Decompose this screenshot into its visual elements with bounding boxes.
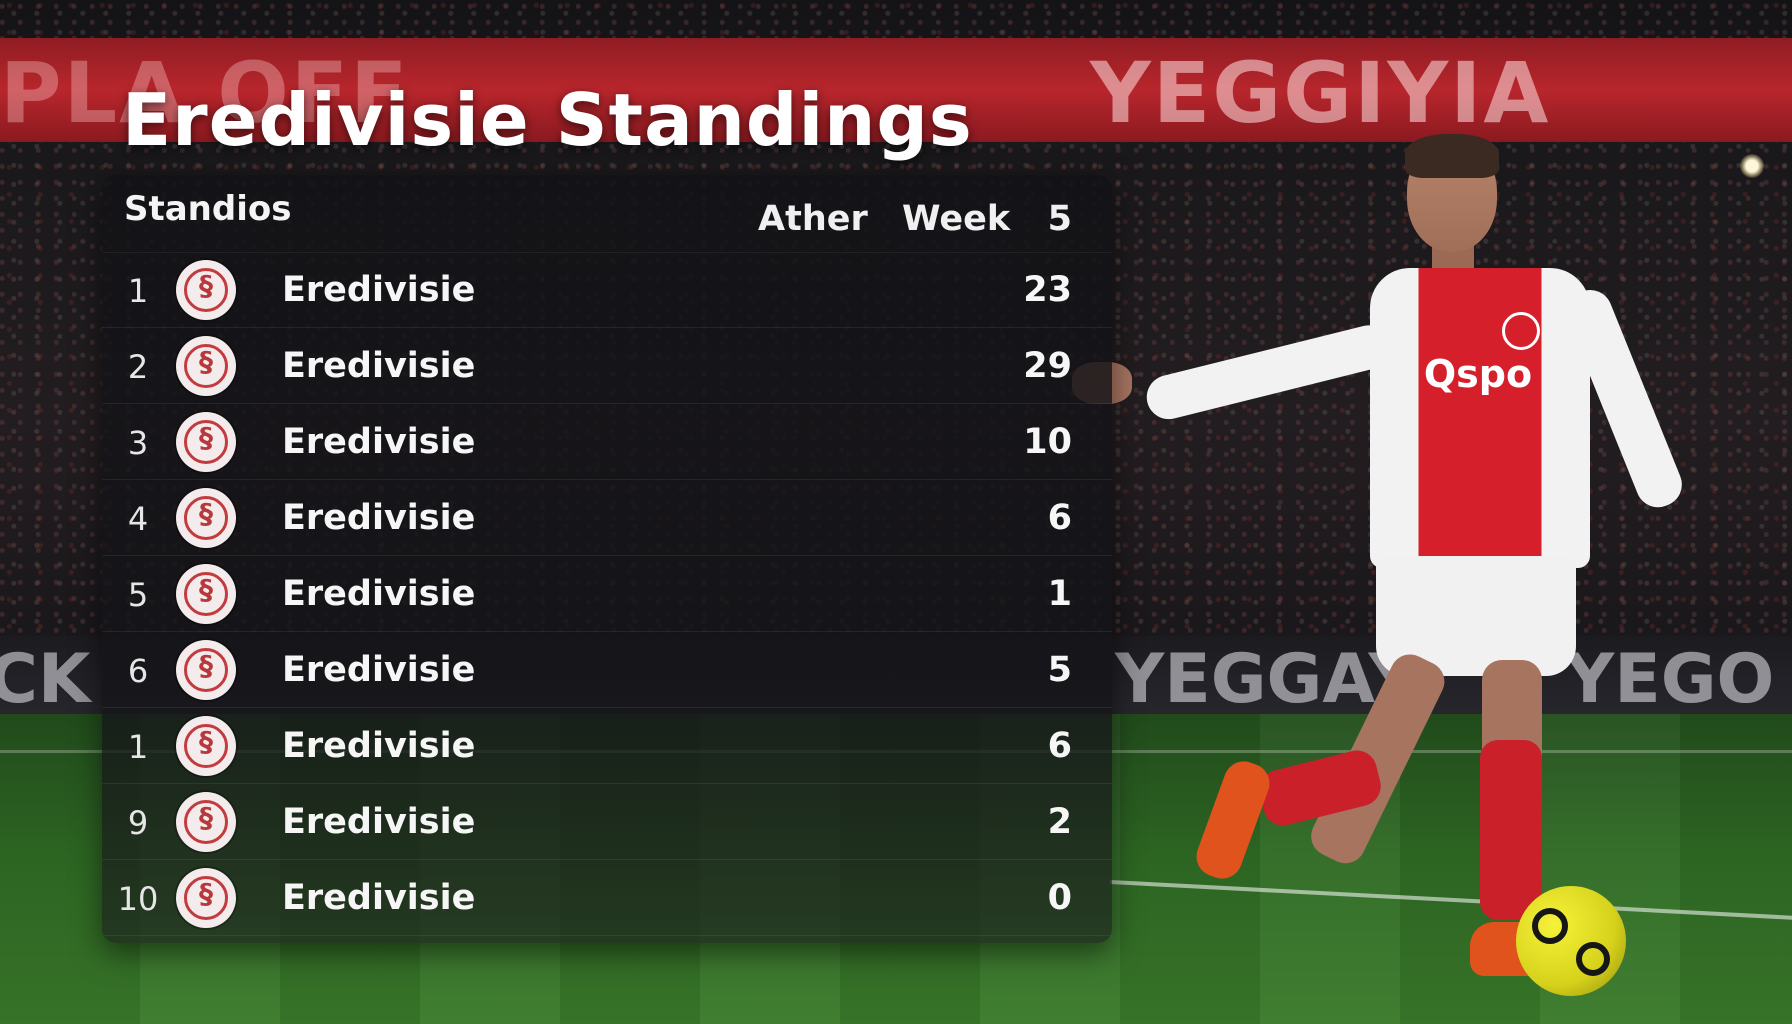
row-team-name: Eredivisie [282,726,476,766]
player-boot [1190,755,1276,885]
page-title: Eredivisie Standings [122,78,973,162]
floodlight [1740,154,1764,178]
row-position: 5 [127,576,149,614]
row-position: 6 [127,652,149,690]
row-points: 1 [1047,574,1072,614]
banner-text-left: PLA OFF [0,44,410,142]
row-team-name: Eredivisie [282,422,476,462]
row-position: 4 [127,500,149,538]
row-points: 29 [1023,346,1072,386]
row-points: 0 [1047,878,1072,918]
row-position: 1 [127,728,149,766]
table-row[interactable]: 4 Eredivisie 6 [102,480,1112,556]
standings-rows: 1 Eredivisie 23 2 Eredivisie 29 3 Erediv… [102,252,1112,936]
standings-heading: Standios [124,189,292,229]
table-row[interactable]: 1 Eredivisie 6 [102,708,1112,784]
team-crest-icon [176,868,236,928]
player-jersey [1370,268,1590,568]
column-header-week[interactable]: Week [902,199,1011,239]
row-team-name: Eredivisie [282,346,476,386]
standings-panel: Standios Ather Week 5 1 Eredivisie 23 2 … [102,175,1112,943]
row-team-name: Eredivisie [282,574,476,614]
row-position: 10 [117,880,159,918]
team-crest-icon [176,792,236,852]
column-header-other[interactable]: Ather [758,199,868,239]
board-text-left: CK [0,640,91,719]
row-points: 6 [1047,498,1072,538]
table-row[interactable]: 10 Eredivisie 0 [102,860,1112,936]
row-points: 10 [1023,422,1072,462]
player-sock [1480,740,1542,920]
row-team-name: Eredivisie [282,270,476,310]
team-crest-icon [176,564,236,624]
row-team-name: Eredivisie [282,802,476,842]
jersey-sponsor: Qspo [1423,352,1533,396]
standings-header: Standios Ather Week 5 [102,175,1112,253]
table-row[interactable]: 2 Eredivisie 29 [102,328,1112,404]
board-text-right: YEGO [1565,640,1775,719]
row-points: 2 [1047,802,1072,842]
row-points: 5 [1047,650,1072,690]
row-team-name: Eredivisie [282,878,476,918]
row-position: 1 [127,272,149,310]
team-crest-icon [176,336,236,396]
row-position: 3 [127,424,149,462]
team-crest-icon [176,412,236,472]
row-position: 2 [127,348,149,386]
football-player: Qspo [1072,120,1700,1020]
team-crest-icon [176,260,236,320]
table-row[interactable]: 5 Eredivisie 1 [102,556,1112,632]
team-crest-icon [176,488,236,548]
row-team-name: Eredivisie [282,498,476,538]
table-row[interactable]: 3 Eredivisie 10 [102,404,1112,480]
team-crest-icon [176,640,236,700]
row-points: 6 [1047,726,1072,766]
week-number: 5 [1047,199,1072,239]
banner-text-right: YEGGIYIA [1090,44,1551,142]
row-team-name: Eredivisie [282,650,476,690]
table-row[interactable]: 1 Eredivisie 23 [102,252,1112,328]
board-text-mid: YEGGAY [1115,640,1418,719]
player-arm [1142,320,1396,424]
top-advertising-banner: PLA OFF YEGGIYIA [0,38,1792,142]
row-points: 23 [1023,270,1072,310]
row-position: 9 [127,804,149,842]
table-row[interactable]: 6 Eredivisie 5 [102,632,1112,708]
table-row[interactable]: 9 Eredivisie 2 [102,784,1112,860]
jersey-crest-icon [1502,312,1540,350]
player-hair [1405,134,1499,178]
team-crest-icon [176,716,236,776]
football-icon [1516,886,1626,996]
